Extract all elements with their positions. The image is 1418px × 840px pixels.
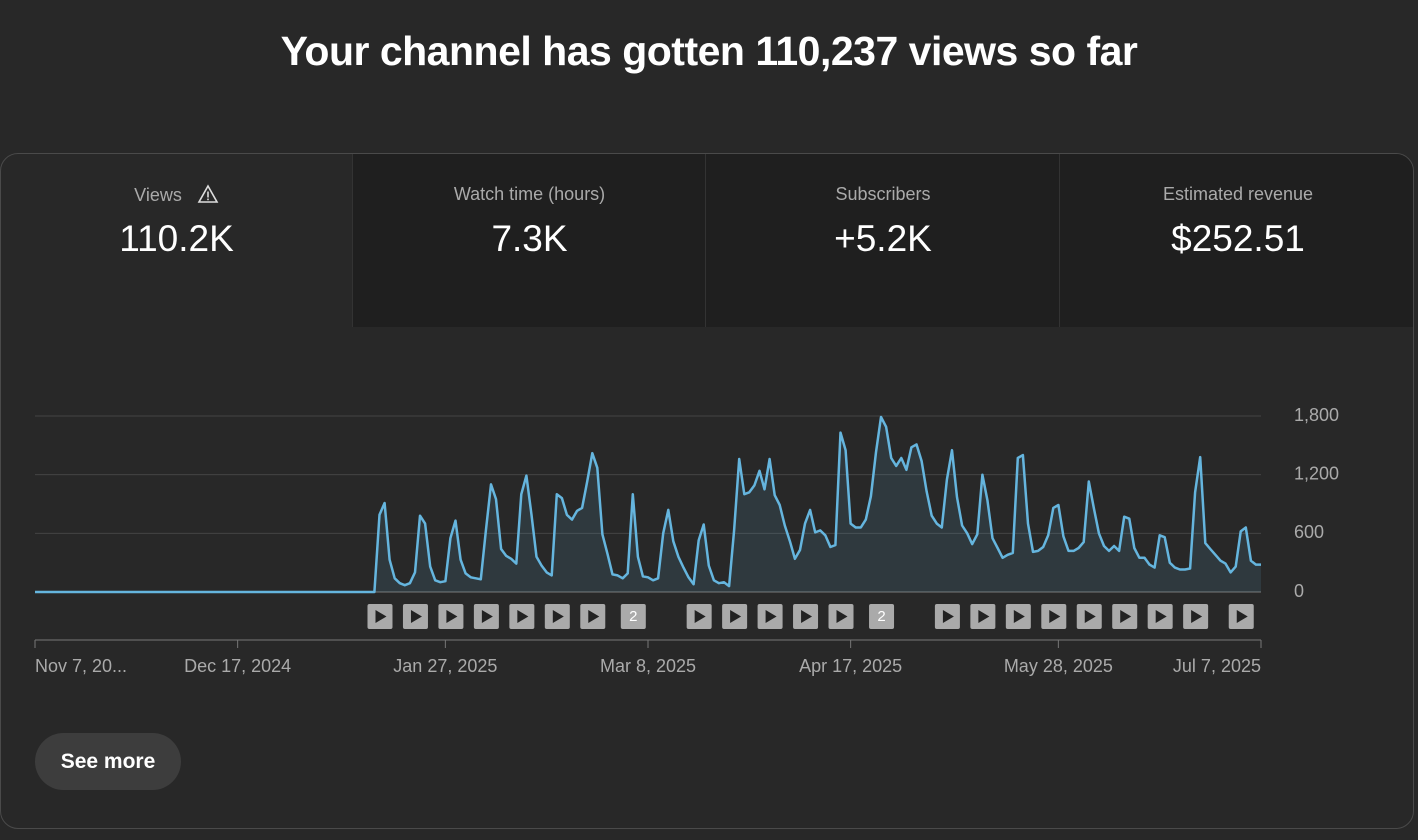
video-count: 2 [629,608,637,625]
play-icon [481,610,493,623]
play-icon [1120,610,1132,623]
line [35,415,1261,594]
x-tick-label: May 28, 2025 [1004,656,1113,676]
video-marker [869,604,895,629]
play-icon [1155,610,1167,623]
play-icon [836,610,848,623]
play-icon [730,610,742,623]
play-icon [1084,610,1096,623]
video-marker [620,604,646,629]
play-icon [801,610,813,623]
y-tick-label: 1,200 [1294,463,1339,483]
y-tick-label: 0 [1294,581,1304,601]
play-icon [1236,610,1248,623]
play-icon [552,610,564,623]
metric-value: $252.51 [1171,218,1305,259]
metric-tab[interactable]: Views 110.2K [1,154,352,327]
metric-label: Watch time (hours) [453,184,606,204]
warning-icon [197,184,219,203]
metric-tab[interactable]: Watch time (hours) 7.3K [352,154,706,327]
metric-tab[interactable]: Subscribers +5.2K [705,154,1060,327]
y-tick-label: 600 [1294,522,1324,542]
play-icon [694,610,706,623]
play-icon [588,610,600,623]
metric-label-row: Views [1,184,352,206]
analytics-card: Views 110.2K Watch time (hours) 7.3K Sub… [0,153,1414,829]
x-tick-label: Dec 17, 2024 [184,656,291,676]
play-icon [978,610,990,623]
metric-label: Estimated revenue [1162,184,1314,204]
x-tick-label: Apr 17, 2025 [799,656,902,676]
play-icon [765,610,777,623]
video-count: 2 [877,608,885,625]
see-more-button[interactable]: See more [35,733,181,790]
metric-label: Subscribers [835,184,931,204]
play-icon [410,610,422,623]
metric-value: 7.3K [491,218,568,259]
x-tick-label: Jul 7, 2025 [1173,656,1261,676]
metric-value: 110.2K [119,218,234,259]
x-tick-label: Mar 8, 2025 [600,656,696,676]
play-icon [1049,610,1061,623]
play-icon [517,610,529,623]
x-tick-label: Nov 7, 20... [35,656,127,676]
y-tick-label: 1,800 [1294,405,1339,425]
metric-value: +5.2K [834,218,932,259]
metric-tab[interactable]: Estimated revenue $252.51 [1059,154,1413,327]
play-icon [375,610,387,623]
play-icon [1191,610,1203,623]
play-icon [942,610,954,623]
area [35,417,1261,592]
play-icon [1013,610,1025,623]
metric-label: Views [134,185,182,205]
play-icon [446,610,458,623]
page-title: Your channel has gotten 110,237 views so… [280,28,1138,74]
x-tick-label: Jan 27, 2025 [393,656,497,676]
